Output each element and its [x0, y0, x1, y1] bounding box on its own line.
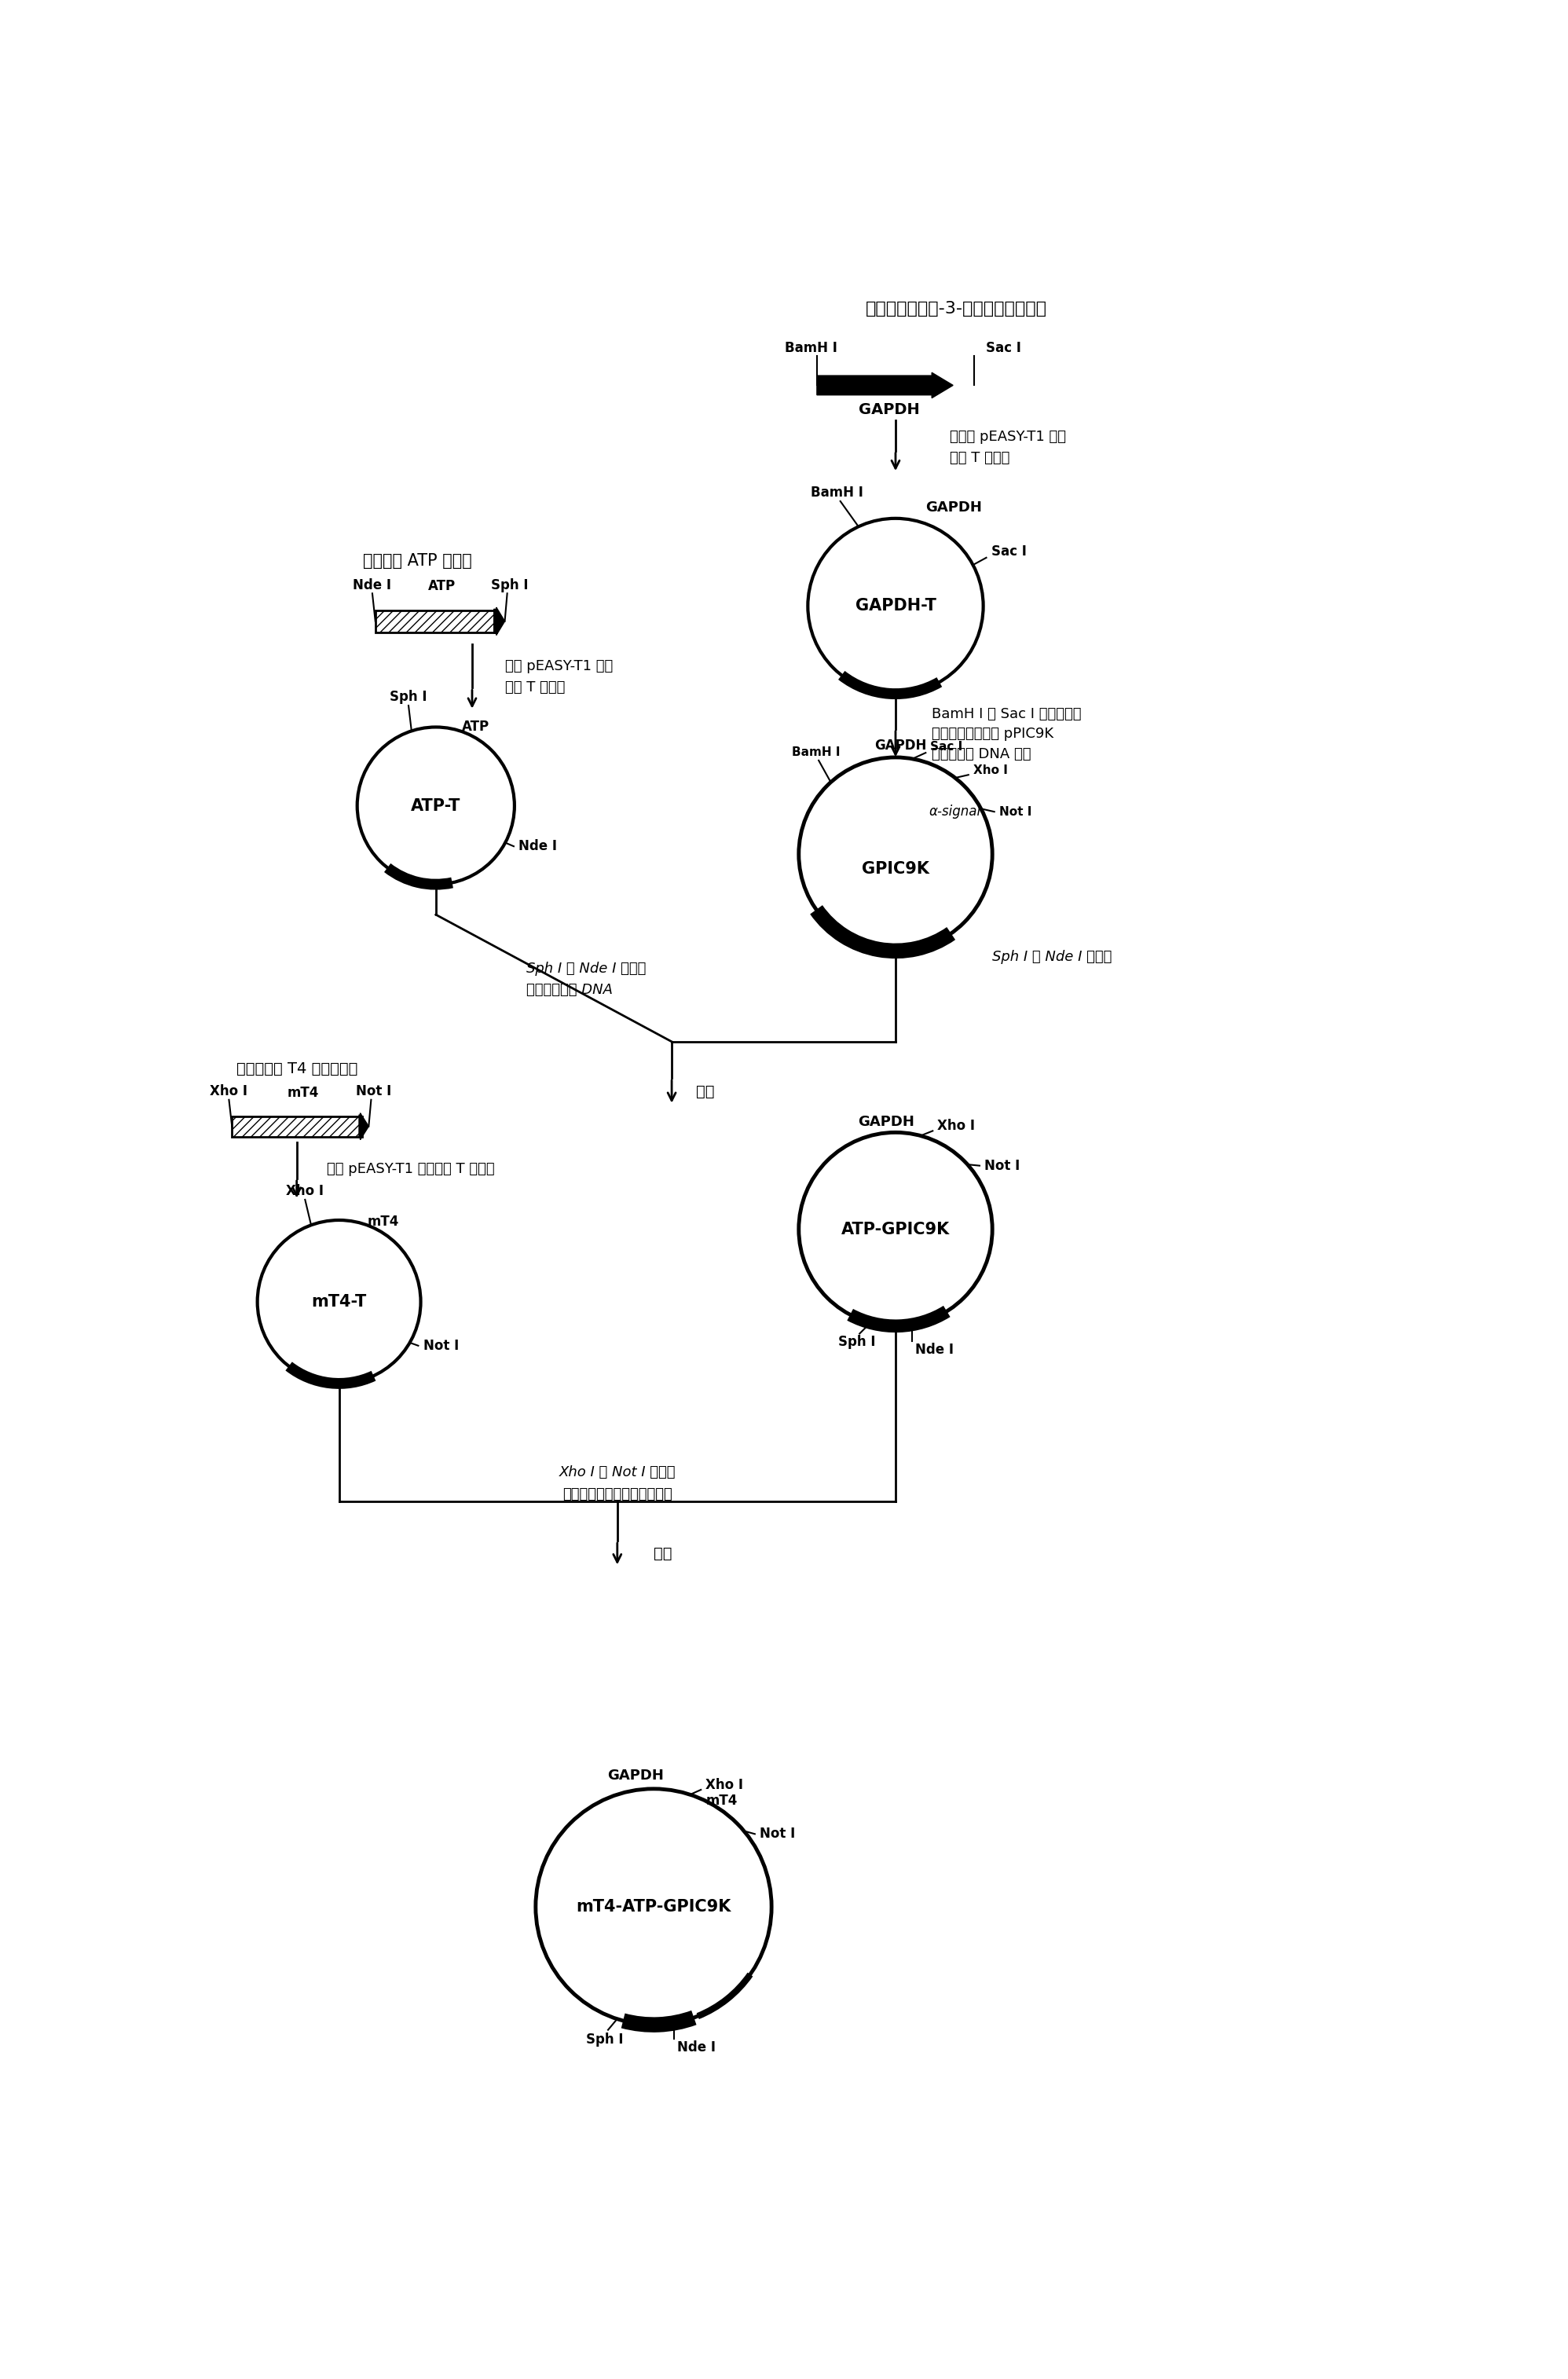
- Text: 并分离小片段 DNA: 并分离小片段 DNA: [527, 983, 613, 997]
- Text: 毕赤酵母甘油醛-3-磷酸脱氢酶启动子: 毕赤酵母甘油醛-3-磷酸脱氢酶启动子: [866, 300, 1047, 316]
- Text: 琼脂糖凝胶电泳回收目的片段: 琼脂糖凝胶电泳回收目的片段: [563, 1487, 673, 1501]
- Text: Sph I: Sph I: [839, 1335, 877, 1349]
- Text: Not I: Not I: [423, 1339, 458, 1354]
- Text: GAPDH: GAPDH: [607, 1768, 663, 1782]
- Text: mT4: mT4: [706, 1794, 737, 1808]
- Text: Nde I: Nde I: [916, 1342, 953, 1356]
- Text: Nde I: Nde I: [677, 2041, 715, 2053]
- Text: Sac I: Sac I: [930, 740, 963, 752]
- Text: GAPDH: GAPDH: [859, 402, 920, 416]
- FancyBboxPatch shape: [232, 1116, 362, 1137]
- Text: Sac I: Sac I: [991, 545, 1027, 559]
- Text: mT4: mT4: [367, 1213, 398, 1228]
- Text: 插入 pEASY-T1 质粒: 插入 pEASY-T1 质粒: [505, 659, 613, 673]
- Text: GAPDH: GAPDH: [858, 1113, 914, 1128]
- Text: Not I: Not I: [999, 806, 1032, 818]
- Text: Nde I: Nde I: [519, 840, 557, 854]
- Text: GAPDH-T: GAPDH-T: [855, 597, 936, 614]
- Text: Sph I 与 Nde I 双酶切: Sph I 与 Nde I 双酶切: [527, 961, 646, 975]
- Text: Xho I: Xho I: [287, 1185, 325, 1199]
- Text: Sph I: Sph I: [390, 690, 426, 704]
- Text: ATP-T: ATP-T: [411, 797, 461, 814]
- Text: GAPDH: GAPDH: [875, 737, 927, 752]
- Text: α-signal: α-signal: [928, 804, 980, 818]
- Text: Sph I 与 Nde I 双酶切: Sph I 与 Nde I 双酶切: [993, 949, 1112, 963]
- Text: Xho I: Xho I: [974, 764, 1008, 776]
- Text: BamH I: BamH I: [811, 485, 864, 500]
- Text: 密码子优化 T4 溶菌酶基因: 密码子优化 T4 溶菌酶基因: [237, 1061, 358, 1075]
- Text: Xho I 和 Not I 双酶切: Xho I 和 Not I 双酶切: [558, 1465, 676, 1480]
- Text: Xho I: Xho I: [210, 1085, 248, 1099]
- Text: mT4: mT4: [287, 1085, 318, 1099]
- Text: BamH I 和 Sac I 双酶切，并: BamH I 和 Sac I 双酶切，并: [931, 707, 1082, 721]
- FancyArrow shape: [494, 607, 505, 635]
- Text: Sph I: Sph I: [586, 2032, 624, 2046]
- FancyBboxPatch shape: [375, 611, 497, 633]
- Text: BamH I: BamH I: [784, 340, 837, 354]
- Text: 中的 T 位点内: 中的 T 位点内: [505, 680, 566, 695]
- Text: ATP-GPIC9K: ATP-GPIC9K: [842, 1220, 950, 1237]
- Text: 插入 pEASY-T1 质粒中的 T 位点内: 插入 pEASY-T1 质粒中的 T 位点内: [328, 1161, 495, 1175]
- Text: BamH I: BamH I: [792, 747, 840, 759]
- Text: 中的 T 位点内: 中的 T 位点内: [950, 452, 1010, 464]
- Text: 连接: 连接: [654, 1546, 673, 1561]
- Text: mT4-T: mT4-T: [312, 1294, 367, 1311]
- Text: Sac I: Sac I: [986, 340, 1021, 354]
- Text: 插入到 pEASY-T1 质粒: 插入到 pEASY-T1 质粒: [950, 431, 1066, 445]
- Text: ATP: ATP: [428, 578, 456, 592]
- Text: Xho I: Xho I: [706, 1777, 743, 1791]
- Text: 与同样双酶切后的 pPIC9K: 与同样双酶切后的 pPIC9K: [931, 726, 1054, 740]
- Text: GPIC9K: GPIC9K: [862, 861, 930, 878]
- Text: 线性化质粒 DNA 连接: 线性化质粒 DNA 连接: [931, 747, 1032, 761]
- Text: GAPDH: GAPDH: [925, 500, 982, 514]
- Text: Nde I: Nde I: [353, 578, 392, 592]
- Text: Not I: Not I: [985, 1159, 1019, 1173]
- Text: Not I: Not I: [356, 1085, 392, 1099]
- Text: mT4-ATP-GPIC9K: mT4-ATP-GPIC9K: [575, 1898, 731, 1915]
- Text: Not I: Not I: [759, 1827, 795, 1841]
- Text: 酵母质膜 ATP 酶基因: 酵母质膜 ATP 酶基因: [364, 552, 472, 569]
- Text: Xho I: Xho I: [938, 1118, 975, 1132]
- FancyArrow shape: [817, 374, 953, 397]
- Text: Sph I: Sph I: [491, 578, 528, 592]
- Text: 连接: 连接: [696, 1085, 715, 1099]
- FancyArrow shape: [359, 1113, 368, 1140]
- Text: ATP: ATP: [463, 721, 489, 735]
